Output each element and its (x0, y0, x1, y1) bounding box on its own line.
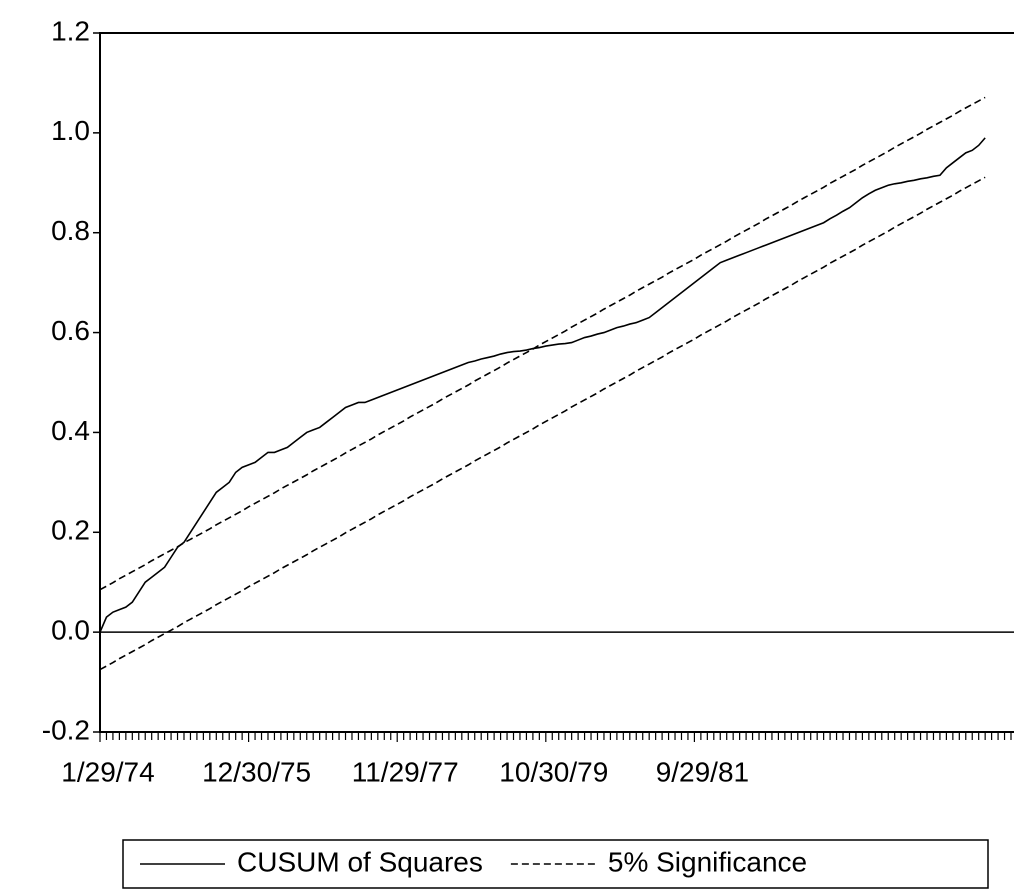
y-tick-label: 0.4 (51, 415, 90, 446)
y-tick-label: 0.6 (51, 315, 90, 346)
legend-label: 5% Significance (608, 846, 807, 877)
series-line (99, 176, 986, 671)
legend-label: CUSUM of Squares (237, 846, 483, 877)
series-line (99, 96, 986, 591)
x-tick-label: 12/30/75 (202, 756, 311, 787)
x-tick-label: 11/29/77 (352, 756, 459, 787)
y-tick-label: -0.2 (42, 714, 90, 745)
y-tick-label: 0.2 (51, 515, 90, 546)
x-tick-label: 1/29/74 (61, 756, 154, 787)
series-line (99, 137, 986, 633)
legend-box (122, 839, 989, 889)
y-tick-label: 0.0 (51, 615, 90, 646)
plot-frame (99, 32, 1014, 733)
y-tick-label: 0.8 (51, 215, 90, 246)
x-tick-label: 10/30/79 (499, 756, 608, 787)
y-tick-label: 1.2 (51, 15, 90, 46)
legend: CUSUM of Squares 5% Significance (122, 839, 989, 889)
y-tick-label: 1.0 (51, 115, 90, 146)
x-tick-label: 9/29/81 (656, 756, 749, 787)
